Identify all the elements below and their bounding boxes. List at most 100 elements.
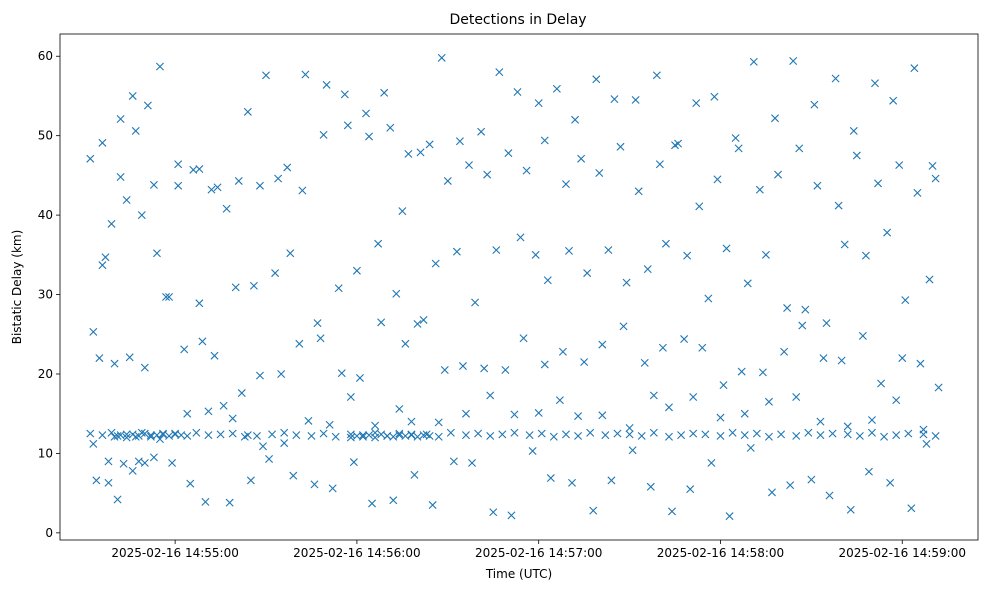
- data-point: [389, 432, 398, 441]
- data-point: [586, 428, 595, 437]
- data-point: [346, 393, 355, 402]
- data-point: [574, 412, 583, 421]
- data-point: [549, 432, 558, 441]
- data-point: [534, 408, 543, 417]
- data-point: [674, 139, 683, 148]
- data-point: [325, 420, 334, 429]
- data-point: [813, 181, 822, 190]
- data-point: [310, 480, 319, 489]
- data-point: [174, 181, 183, 190]
- data-point: [643, 265, 652, 274]
- data-point: [892, 431, 901, 440]
- data-point: [322, 80, 331, 89]
- data-point: [574, 431, 583, 440]
- data-point: [134, 431, 143, 440]
- data-point: [910, 64, 919, 73]
- data-point: [483, 170, 492, 179]
- data-point: [316, 334, 325, 343]
- data-point: [931, 431, 940, 440]
- data-point: [413, 432, 422, 441]
- data-point: [722, 244, 731, 253]
- data-point: [795, 144, 804, 153]
- data-point: [146, 432, 155, 441]
- data-point: [371, 421, 380, 430]
- data-point: [374, 239, 383, 248]
- data-point: [546, 474, 555, 483]
- data-point: [616, 142, 625, 151]
- data-point: [640, 358, 649, 367]
- data-point: [155, 435, 164, 444]
- data-point: [225, 498, 234, 507]
- x-tick-label: 2025-02-16 14:57:00: [475, 546, 602, 560]
- data-point: [513, 87, 522, 96]
- data-point: [110, 432, 119, 441]
- data-point: [561, 180, 570, 189]
- data-point: [219, 401, 228, 410]
- data-point: [598, 340, 607, 349]
- data-point: [468, 458, 477, 467]
- data-point: [404, 149, 413, 158]
- data-point: [634, 187, 643, 196]
- data-point: [874, 179, 883, 188]
- data-point: [486, 431, 495, 440]
- data-point: [271, 269, 280, 278]
- data-point: [334, 284, 343, 293]
- data-point: [755, 185, 764, 194]
- data-point: [283, 163, 292, 172]
- data-point: [780, 347, 789, 356]
- data-point: [561, 430, 570, 439]
- data-point: [646, 482, 655, 491]
- data-point: [737, 367, 746, 376]
- data-point: [234, 176, 243, 185]
- data-point: [777, 430, 786, 439]
- data-point: [280, 439, 289, 448]
- data-point: [916, 359, 925, 368]
- data-point: [443, 176, 452, 185]
- data-point: [792, 431, 801, 440]
- data-point: [277, 369, 286, 378]
- data-point: [834, 201, 843, 210]
- data-point: [128, 430, 137, 439]
- data-point: [649, 428, 658, 437]
- data-point: [128, 466, 137, 475]
- data-point: [852, 151, 861, 160]
- data-point: [486, 391, 495, 400]
- data-point: [107, 428, 116, 437]
- data-point: [86, 429, 95, 438]
- data-point: [165, 292, 174, 301]
- data-point: [604, 246, 613, 255]
- data-point: [731, 134, 740, 143]
- data-point: [804, 428, 813, 437]
- data-point: [810, 100, 819, 109]
- data-point: [534, 99, 543, 108]
- data-point: [389, 496, 398, 505]
- data-point: [140, 429, 149, 438]
- data-point: [152, 249, 161, 258]
- data-point: [437, 53, 446, 62]
- data-point: [655, 160, 664, 169]
- data-point: [228, 414, 237, 423]
- data-point: [607, 476, 616, 485]
- data-point: [743, 279, 752, 288]
- data-point: [143, 101, 152, 110]
- data-point: [255, 371, 264, 380]
- data-point: [319, 130, 328, 139]
- data-point: [95, 354, 104, 363]
- data-point: [159, 429, 167, 438]
- data-point: [552, 84, 561, 93]
- data-point: [525, 431, 534, 440]
- data-point: [913, 188, 922, 197]
- data-point: [195, 299, 204, 308]
- data-point: [301, 70, 310, 79]
- data-point: [113, 431, 122, 440]
- data-point: [540, 360, 549, 369]
- data-point: [889, 96, 898, 105]
- data-point: [528, 447, 537, 456]
- data-point: [922, 439, 931, 448]
- data-point: [98, 431, 107, 440]
- data-point: [531, 250, 540, 259]
- data-point: [846, 505, 855, 514]
- data-point: [89, 439, 98, 448]
- data-point: [177, 431, 186, 440]
